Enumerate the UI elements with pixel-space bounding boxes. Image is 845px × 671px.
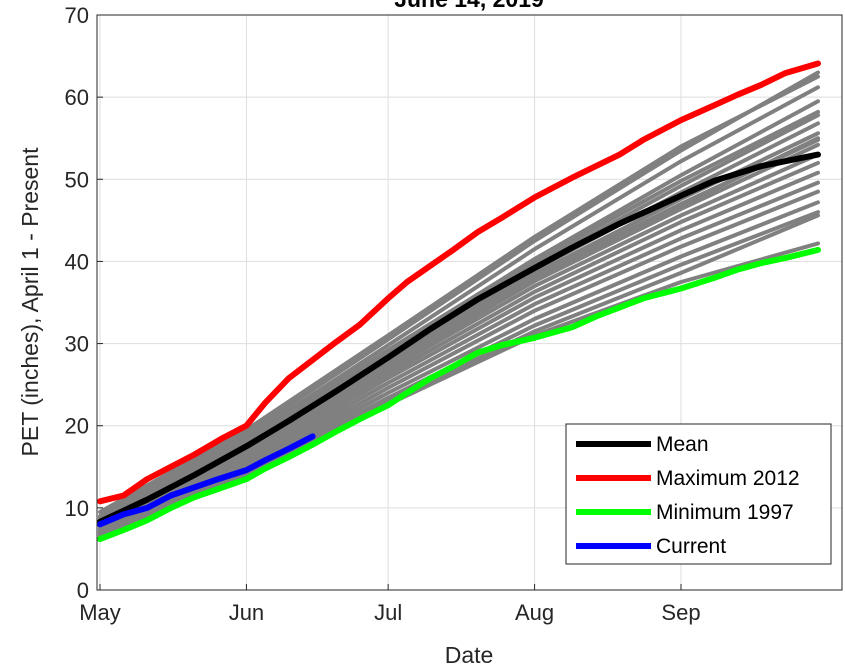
legend-label: Maximum 2012 bbox=[656, 467, 800, 490]
mean-line bbox=[97, 151, 821, 525]
y-axis-label: PET (inches), April 1 - Present bbox=[17, 147, 43, 457]
historical-year-line bbox=[98, 170, 820, 533]
maximum-2012-line bbox=[97, 60, 821, 505]
x-tick-label: May bbox=[79, 600, 121, 625]
y-tick-label: 30 bbox=[65, 332, 89, 357]
x-tick-label: Jun bbox=[229, 600, 264, 625]
tick-labels: 0 10 20 30 40 50 60 70 May Jun Jul Aug Sep bbox=[65, 3, 701, 625]
legend-label: Current bbox=[656, 535, 726, 558]
x-axis-label: Date bbox=[445, 642, 494, 668]
main-series-group bbox=[97, 60, 821, 543]
legend-label: Minimum 1997 bbox=[656, 501, 794, 524]
current-line bbox=[97, 433, 316, 528]
legend-label: Mean bbox=[656, 433, 709, 456]
legend: Mean Maximum 2012 Minimum 1997 Current bbox=[565, 423, 832, 565]
y-tick-label: 20 bbox=[65, 414, 89, 439]
legend-box bbox=[565, 423, 832, 565]
historical-year-line bbox=[98, 152, 820, 531]
y-tick-label: 10 bbox=[65, 496, 89, 521]
x-tick-label: Aug bbox=[515, 600, 554, 625]
historical-year-line bbox=[98, 74, 820, 514]
y-tick-label: 70 bbox=[65, 3, 89, 28]
y-tick-label: 60 bbox=[65, 85, 89, 110]
historical-year-line bbox=[98, 85, 820, 520]
y-tick-label: 0 bbox=[77, 578, 89, 603]
y-tick-label: 40 bbox=[65, 249, 89, 274]
plot-frame bbox=[96, 14, 843, 591]
historical-year-line bbox=[98, 70, 820, 519]
x-tick-label: Sep bbox=[661, 600, 700, 625]
historical-year-line bbox=[98, 136, 820, 528]
x-tick-label: Jul bbox=[374, 600, 402, 625]
chart-title: June 14, 2019 bbox=[394, 0, 544, 12]
y-tick-label: 50 bbox=[65, 167, 89, 192]
minimum-1997-line bbox=[97, 246, 821, 543]
